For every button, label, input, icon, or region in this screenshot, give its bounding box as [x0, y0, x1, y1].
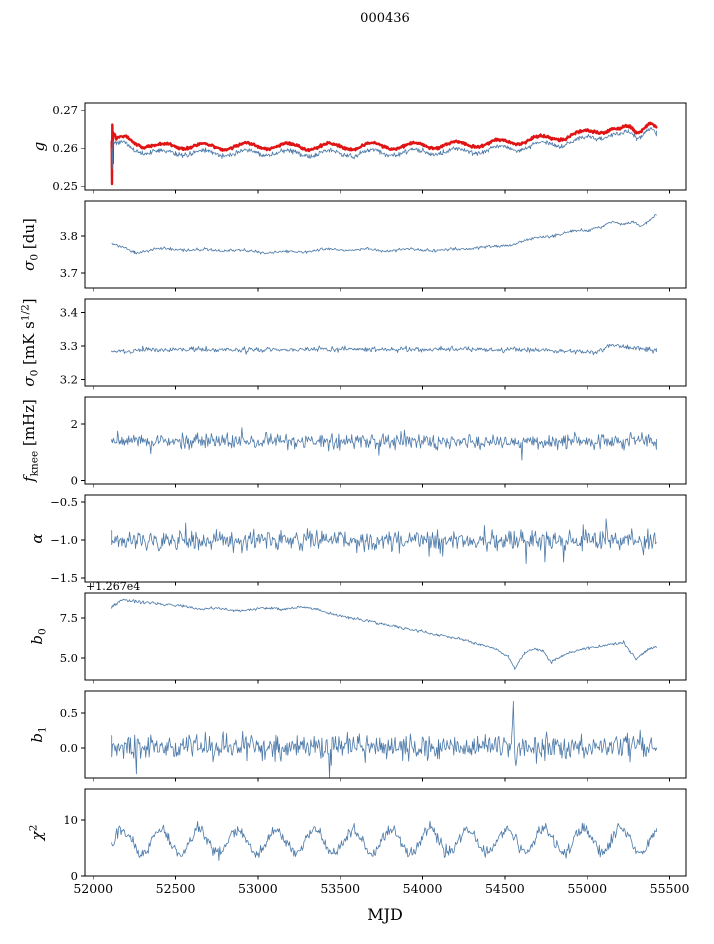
y-tick-label: −1.0 — [50, 533, 78, 547]
y-axis-label-fknee: fknee [mHz] — [20, 399, 41, 483]
panel-chi2: 0 10 χ2 — [28, 788, 687, 883]
series-g-blue — [111, 127, 657, 170]
x-tick-label: 55500 — [650, 881, 690, 896]
y-tick-label: 0.0 — [60, 741, 78, 755]
panel-frame — [84, 298, 687, 387]
series-b1 — [111, 700, 657, 778]
y-axis-label-sigma0-du: σ0 [du] — [20, 218, 41, 271]
y-tick-label: 0.25 — [52, 179, 78, 193]
y-tick-label: 0.5 — [60, 706, 78, 720]
y-tick-label: 0.27 — [52, 103, 78, 117]
x-tick-label: 52500 — [156, 881, 196, 896]
series-alpha — [111, 518, 657, 565]
y-tick-label: 3.3 — [60, 339, 78, 353]
series-fknee — [111, 427, 657, 461]
panel-frame — [84, 102, 687, 191]
y-tick-label: 0 — [71, 869, 78, 883]
x-axis: 52000 52500 53000 53500 54000 54500 55000 55500 — [73, 881, 689, 896]
y-tick-label: 7.5 — [60, 611, 78, 625]
panel-b0: 5.0 7.5 +1.267e4 b0 — [28, 580, 687, 684]
series-b0 — [111, 598, 657, 670]
series-g-red — [110, 121, 658, 186]
series-chi2 — [111, 820, 657, 861]
panel-frame — [84, 788, 687, 877]
panel-frame — [84, 396, 687, 485]
y-axis-label-g: g — [30, 142, 48, 152]
panel-g: 0.25 0.26 0.27 g — [30, 102, 687, 194]
x-tick-label: 54500 — [485, 881, 525, 896]
panel-frame — [84, 200, 687, 289]
panels-group: 0.25 0.26 0.27 g 3.7 3.8 σ0 [du] 3.2 3.3 3.4 σ0 [m… — [20, 102, 687, 883]
panel-alpha: −1.5 −1.0 −0.5 α — [28, 494, 687, 586]
panel-frame — [84, 494, 687, 583]
panel-sigma0-mK: 3.2 3.3 3.4 σ0 [mK s1/2] — [20, 298, 687, 390]
panel-sigma0-du: 3.7 3.8 σ0 [du] — [20, 200, 687, 292]
figure-title: 000436 — [360, 11, 410, 26]
series-sigma0-du — [111, 214, 657, 255]
y-axis-label-b0: b0 — [28, 628, 49, 644]
y-axis-offset-text: +1.267e4 — [86, 580, 140, 593]
x-tick-label: 53500 — [320, 881, 360, 896]
y-axis-label-b1: b1 — [28, 726, 49, 742]
x-axis-label: MJD — [367, 905, 403, 924]
y-tick-label: −1.5 — [50, 571, 78, 585]
y-axis-label-chi2: χ2 — [28, 825, 47, 842]
panel-frame — [84, 592, 687, 681]
y-tick-label: 3.4 — [60, 305, 78, 319]
panel-b1: 0.0 0.5 b1 — [28, 690, 687, 782]
y-tick-label: −0.5 — [50, 495, 78, 509]
y-tick-label: 2 — [71, 417, 78, 431]
y-tick-label: 3.2 — [60, 372, 78, 386]
series-sigma0-mK — [111, 343, 657, 356]
x-tick-label: 55000 — [567, 881, 607, 896]
panel-fknee: 0 2 fknee [mHz] — [20, 396, 687, 488]
y-tick-label: 10 — [63, 813, 78, 827]
y-tick-label: 3.8 — [60, 229, 78, 243]
x-tick-label: 53000 — [238, 881, 278, 896]
x-tick-label: 54000 — [403, 881, 443, 896]
panel-frame — [84, 690, 687, 779]
y-tick-label: 0.26 — [52, 141, 78, 155]
y-tick-label: 5.0 — [60, 651, 78, 665]
y-tick-label: 3.7 — [60, 266, 78, 280]
y-tick-label: 0 — [71, 474, 78, 488]
x-tick-label: 52000 — [73, 881, 113, 896]
y-axis-label-alpha: α — [28, 533, 46, 543]
y-axis-label-sigma0-mK: σ0 [mK s1/2] — [20, 298, 41, 386]
